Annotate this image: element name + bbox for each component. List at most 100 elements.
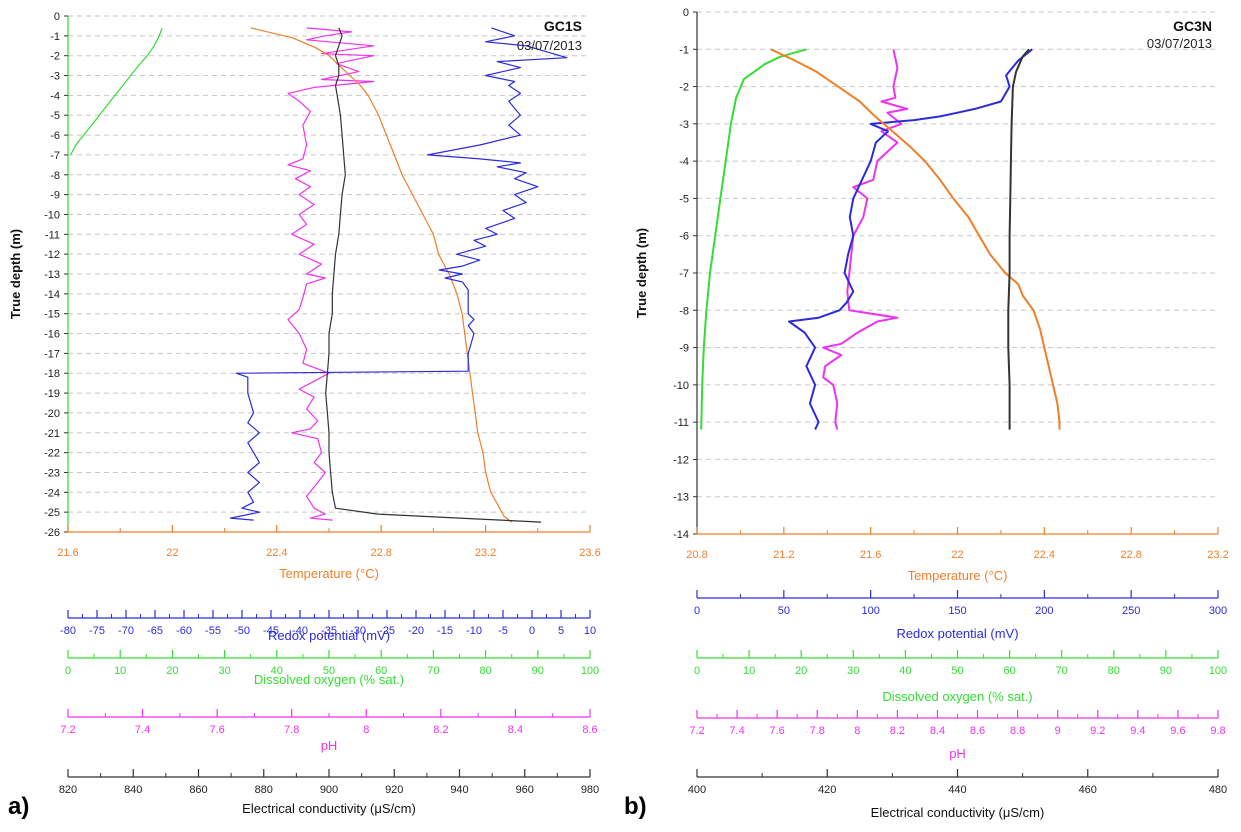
panel-label: a) bbox=[8, 793, 29, 820]
y-tick-label: -21 bbox=[44, 428, 60, 440]
redox-series-line bbox=[229, 27, 568, 521]
panel-label: b) bbox=[624, 793, 647, 820]
ph-tick-label: 9.4 bbox=[1130, 725, 1145, 737]
conductivity-tick-label: 480 bbox=[1209, 784, 1227, 796]
y-tick-label: -11 bbox=[45, 229, 60, 241]
oxygen-tick-label: 10 bbox=[114, 665, 126, 677]
temperature-tick-label: 22 bbox=[951, 549, 963, 561]
ph-tick-label: 7.2 bbox=[689, 725, 704, 737]
y-tick-label: -26 bbox=[44, 527, 60, 539]
panel-a: 0 -1 -2 -3 -4 -5 -6 -7 -8 -9 -10 -11 -12 -13 -14 -15 -16… bbox=[8, 11, 601, 820]
conductivity-series-line bbox=[325, 27, 542, 523]
ph-tick-label: 7.6 bbox=[209, 724, 224, 736]
redox-tick-label: -25 bbox=[379, 625, 395, 637]
conductivity-tick-label: 840 bbox=[124, 784, 142, 796]
ph-tick-label: 8.6 bbox=[970, 725, 985, 737]
temperature-tick-label: 20.8 bbox=[686, 549, 707, 561]
y-tick-label: -7 bbox=[50, 150, 60, 162]
conductivity-tick-label: 980 bbox=[581, 784, 599, 796]
conductivity-tick-label: 820 bbox=[59, 784, 77, 796]
oxygen-tick-label: 30 bbox=[218, 665, 230, 677]
conductivity-tick-label: 940 bbox=[450, 784, 468, 796]
y-tick-label: -6 bbox=[679, 231, 689, 243]
temperature-series-line bbox=[250, 27, 513, 523]
y-tick-label: -6 bbox=[50, 130, 60, 142]
conductivity-axis-label: Electrical conductivity (μS/cm) bbox=[242, 801, 416, 816]
y-tick-label: -5 bbox=[50, 110, 60, 122]
chart-date: 03/07/2013 bbox=[517, 38, 582, 53]
conductivity-tick-label: 460 bbox=[1079, 784, 1097, 796]
y-tick-label: -10 bbox=[44, 209, 60, 221]
ph-tick-label: 9.8 bbox=[1210, 725, 1225, 737]
ph-tick-label: 8.2 bbox=[890, 725, 905, 737]
temperature-tick-label: 23.2 bbox=[475, 547, 496, 559]
y-tick-label: -2 bbox=[50, 51, 60, 63]
y-tick-label: -12 bbox=[44, 249, 60, 261]
ph-axis-label: pH bbox=[949, 746, 966, 761]
ph-tick-label: 7.8 bbox=[284, 724, 299, 736]
redox-tick-label: -75 bbox=[89, 625, 105, 637]
y-tick-label: -4 bbox=[679, 156, 689, 168]
y-tick-label: -4 bbox=[50, 90, 60, 102]
ph-tick-label: 7.8 bbox=[810, 725, 825, 737]
oxygen-tick-label: 70 bbox=[427, 665, 439, 677]
y-tick-label: -9 bbox=[679, 343, 689, 355]
y-tick-label: -1 bbox=[679, 44, 689, 56]
conductivity-tick-label: 880 bbox=[255, 784, 273, 796]
y-tick-label: -20 bbox=[44, 408, 60, 420]
y-tick-label: -12 bbox=[673, 454, 689, 466]
oxygen-tick-label: 80 bbox=[1108, 665, 1120, 677]
y-tick-label: -9 bbox=[50, 190, 60, 202]
redox-tick-label: 50 bbox=[778, 605, 790, 617]
redox-tick-label: -45 bbox=[263, 625, 279, 637]
redox-tick-label: -55 bbox=[205, 625, 221, 637]
oxygen-tick-label: 10 bbox=[743, 665, 755, 677]
ph-tick-label: 8.2 bbox=[433, 724, 448, 736]
temperature-tick-label: 21.2 bbox=[773, 549, 794, 561]
ph-tick-label: 8.6 bbox=[582, 724, 597, 736]
y-axis-label: True depth (m) bbox=[8, 229, 23, 319]
redox-tick-label: 10 bbox=[584, 625, 596, 637]
y-tick-label: -2 bbox=[679, 82, 689, 94]
oxygen-axis-label: Dissolved oxygen (% sat.) bbox=[882, 689, 1032, 704]
conductivity-tick-label: 400 bbox=[688, 784, 706, 796]
oxygen-tick-label: 70 bbox=[1056, 665, 1068, 677]
chart-title: GC3N bbox=[1173, 18, 1212, 34]
ph-tick-label: 7.4 bbox=[729, 725, 744, 737]
redox-tick-label: -50 bbox=[234, 625, 250, 637]
redox-tick-label: -65 bbox=[147, 625, 163, 637]
temperature-tick-label: 22 bbox=[166, 547, 178, 559]
oxygen-tick-label: 100 bbox=[1209, 665, 1227, 677]
redox-tick-label: 150 bbox=[948, 605, 966, 617]
y-tick-label: -5 bbox=[679, 193, 689, 205]
oxygen-tick-label: 90 bbox=[1160, 665, 1172, 677]
redox-tick-label: -35 bbox=[321, 625, 337, 637]
oxygen-tick-label: 60 bbox=[1003, 665, 1015, 677]
redox-tick-label: 250 bbox=[1122, 605, 1140, 617]
y-tick-label: -15 bbox=[44, 309, 60, 321]
oxygen-tick-label: 40 bbox=[271, 665, 283, 677]
y-tick-label: -22 bbox=[44, 448, 60, 460]
oxygen-series-line bbox=[70, 27, 163, 156]
ph-tick-label: 8 bbox=[854, 725, 860, 737]
y-tick-label: -8 bbox=[50, 170, 60, 182]
redox-tick-label: -60 bbox=[176, 625, 192, 637]
ph-tick-label: 8.4 bbox=[930, 725, 945, 737]
chart-title: GC1S bbox=[544, 18, 582, 34]
chart-date: 03/07/2013 bbox=[1147, 36, 1212, 51]
oxygen-series-line bbox=[700, 48, 807, 430]
redox-tick-label: -15 bbox=[437, 625, 453, 637]
redox-tick-label: -30 bbox=[350, 625, 366, 637]
oxygen-tick-label: 50 bbox=[323, 665, 335, 677]
oxygen-tick-label: 20 bbox=[166, 665, 178, 677]
oxygen-tick-label: 0 bbox=[65, 665, 71, 677]
oxygen-tick-label: 80 bbox=[479, 665, 491, 677]
redox-tick-label: -40 bbox=[292, 625, 308, 637]
y-tick-label: -8 bbox=[679, 305, 689, 317]
ph-tick-label: 8 bbox=[363, 724, 369, 736]
ph-tick-label: 8.4 bbox=[508, 724, 523, 736]
y-tick-label: -24 bbox=[44, 487, 60, 499]
ph-tick-label: 7.6 bbox=[770, 725, 785, 737]
conductivity-tick-label: 440 bbox=[948, 784, 966, 796]
